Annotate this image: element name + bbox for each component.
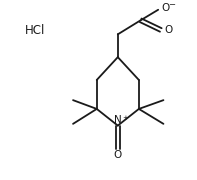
Text: O: O	[161, 3, 170, 13]
Text: −: −	[168, 0, 175, 9]
Text: O: O	[165, 25, 173, 35]
Text: N: N	[114, 115, 122, 125]
Text: O: O	[114, 150, 122, 160]
Text: HCl: HCl	[25, 24, 45, 37]
Text: +: +	[123, 115, 129, 121]
